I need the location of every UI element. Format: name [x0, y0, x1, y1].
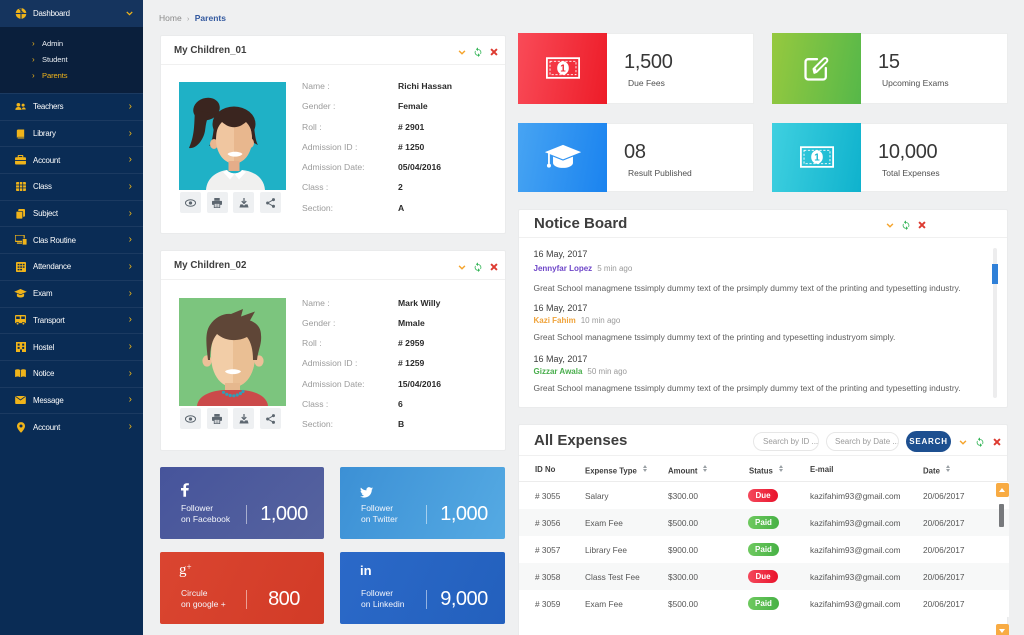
svg-text:1: 1 — [814, 153, 820, 164]
svg-text:1: 1 — [560, 64, 566, 75]
